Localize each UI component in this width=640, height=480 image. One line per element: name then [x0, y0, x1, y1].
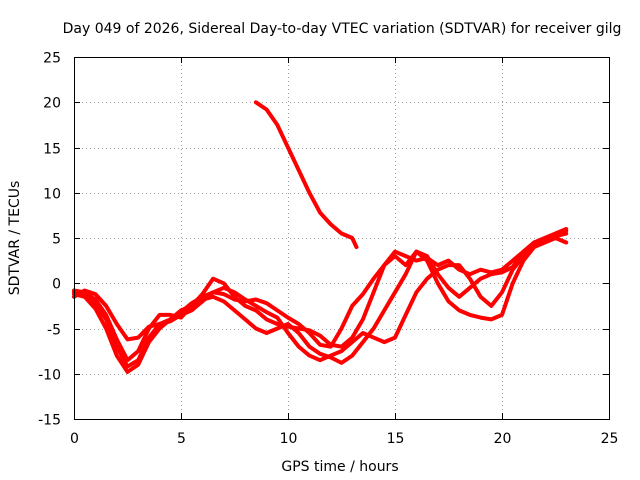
y-tick-label: 20 — [43, 96, 61, 112]
x-tick-label: 15 — [387, 431, 405, 447]
y-tick-label: -15 — [38, 413, 61, 429]
y-tick-label: 5 — [52, 232, 61, 248]
series-line-3 — [72, 226, 569, 374]
x-tick-label: 20 — [494, 431, 512, 447]
series-line-5 — [253, 100, 359, 250]
axis-ticks: 0 5 10 15 20 25 -15 -10 -5 0 5 10 15 20 25 — [38, 51, 618, 448]
series-line-1 — [72, 231, 569, 349]
y-axis-label: SDTVAR / TECUs — [7, 181, 23, 296]
y-tick-label: -10 — [38, 368, 61, 384]
series-line-2 — [72, 228, 569, 363]
x-tick-label: 0 — [70, 431, 79, 447]
y-tick-label: 0 — [52, 277, 61, 293]
chart-title: Day 049 of 2026, Sidereal Day-to-day VTE… — [63, 21, 622, 37]
x-axis-label: GPS time / hours — [281, 459, 398, 475]
x-tick-label: 25 — [601, 431, 619, 447]
y-tick-label: -5 — [47, 323, 61, 339]
y-tick-label: 15 — [43, 142, 61, 158]
grid-lines — [74, 57, 609, 419]
series-line-4 — [72, 236, 569, 369]
y-tick-label: 25 — [43, 51, 61, 67]
x-tick-label: 10 — [280, 431, 298, 447]
y-tick-label: 10 — [43, 187, 61, 203]
data-series — [72, 100, 569, 374]
x-tick-label: 5 — [177, 431, 186, 447]
